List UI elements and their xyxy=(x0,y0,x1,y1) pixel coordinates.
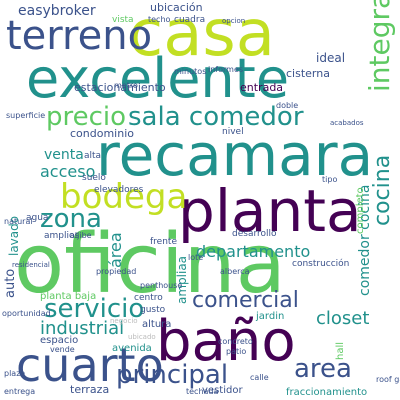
word-cocina: cocina xyxy=(370,154,395,226)
word-recamara: recamara xyxy=(96,121,374,189)
word-cisterna: cisterna xyxy=(286,67,330,80)
word-locales: vende xyxy=(50,345,75,354)
word-ubicado: aljibe xyxy=(70,231,92,240)
word-espacio: espacio xyxy=(40,335,79,346)
word-bano: cuarto xyxy=(16,338,164,392)
word-superficie: superficie xyxy=(6,111,46,120)
word-hall: techada xyxy=(186,387,219,396)
word-easybroker: easybroker xyxy=(18,3,96,19)
word-acabados: opcion xyxy=(222,17,246,25)
word-tipo: natural xyxy=(4,217,33,226)
word-informes: calle xyxy=(250,373,269,382)
word-avenida: avenida xyxy=(112,343,152,354)
word-bodega: bodega xyxy=(60,177,188,217)
word-venta: venta xyxy=(44,147,84,163)
word-techada: entrega xyxy=(4,387,36,396)
word-metro: metro xyxy=(114,81,138,90)
word-residencial: acabados xyxy=(330,119,364,127)
word-altura: altura xyxy=(142,319,172,330)
word-area-2: área xyxy=(106,232,125,268)
word-negocio: oportunidad xyxy=(2,309,51,318)
word-penthouse: penthouse xyxy=(140,281,183,290)
word-aljibe: negocio xyxy=(110,317,138,325)
word-elevadores: doble xyxy=(276,101,299,110)
word-jardin: jardin xyxy=(256,311,285,322)
word-concreto: centro xyxy=(134,293,163,303)
word-amplios: propiedad xyxy=(96,267,137,276)
word-terraza: terraza xyxy=(70,383,110,396)
word-vestidor: vestidor xyxy=(202,385,243,396)
word-vista: vista xyxy=(112,15,134,25)
word-roof-garden: plaza xyxy=(4,369,26,378)
word-patio: gusto xyxy=(140,305,166,315)
word-zona: zona xyxy=(40,204,102,234)
word-alberca: ubicado xyxy=(128,333,156,341)
word-fraccionamiento: fraccionamiento xyxy=(286,387,368,398)
word-suelo: amplios xyxy=(44,231,80,241)
word-cuarto: terreno xyxy=(6,13,153,59)
word-excelente: excelente xyxy=(26,47,290,110)
word-ideal: ideal xyxy=(316,51,346,65)
word-oficina: baño xyxy=(156,309,296,374)
word-industrial: industrial xyxy=(40,318,125,339)
word-frente: frente xyxy=(150,237,177,247)
word-minutos: alberca xyxy=(220,267,250,276)
word-terreno: oficina xyxy=(14,217,286,312)
word-agua: agua xyxy=(26,213,49,223)
word-precio: precio xyxy=(46,102,127,132)
word-auto: auto xyxy=(3,268,18,298)
word-centro: lote xyxy=(188,253,204,262)
word-sala-comedor: sala comedor xyxy=(128,102,304,132)
word-doble: informes xyxy=(208,65,244,74)
word-propiedad: residencial xyxy=(12,261,50,269)
word-condominio: condominio xyxy=(70,127,134,140)
word-oportunidad: tipo xyxy=(322,175,338,184)
word-cuadra: cuadra xyxy=(174,15,206,25)
word-nivel: minutos xyxy=(174,67,207,76)
word-alta: nivel xyxy=(222,127,244,137)
word-calle: suelo xyxy=(82,173,106,183)
word-gusto: alta xyxy=(84,151,102,161)
word-techo: techo xyxy=(148,15,171,24)
word-vende: roof garden xyxy=(376,375,400,384)
word-comercial: comercial xyxy=(192,288,299,313)
word-closet: closet xyxy=(316,308,370,329)
word-casa: casa xyxy=(128,0,275,71)
word-principal: principal xyxy=(116,360,229,390)
word-planta-baja: planta baja xyxy=(40,291,97,302)
word-departamento: departamento xyxy=(196,242,311,261)
word-completo: completo xyxy=(355,187,366,234)
word-integral: integral xyxy=(363,0,396,92)
word-planta: planta xyxy=(178,177,362,245)
word-estacionamiento: estacionamiento xyxy=(74,81,166,94)
word-privada: hall xyxy=(335,341,346,360)
word-acceso: acceso xyxy=(40,162,96,181)
word-ampliaa: ampliaa xyxy=(175,255,189,304)
word-area: area xyxy=(294,354,352,384)
word-desarrollo: desarrollo xyxy=(232,229,277,239)
word-plaza: patio xyxy=(226,347,247,356)
word-ubicacion: ubicación xyxy=(150,1,203,14)
word-servicio: servicio xyxy=(44,294,145,324)
word-entrada: entrada xyxy=(240,81,284,94)
word-lote: elevadores xyxy=(94,185,144,195)
word-entrega: concreto xyxy=(218,337,253,346)
word-construccion: construcción xyxy=(292,259,350,269)
